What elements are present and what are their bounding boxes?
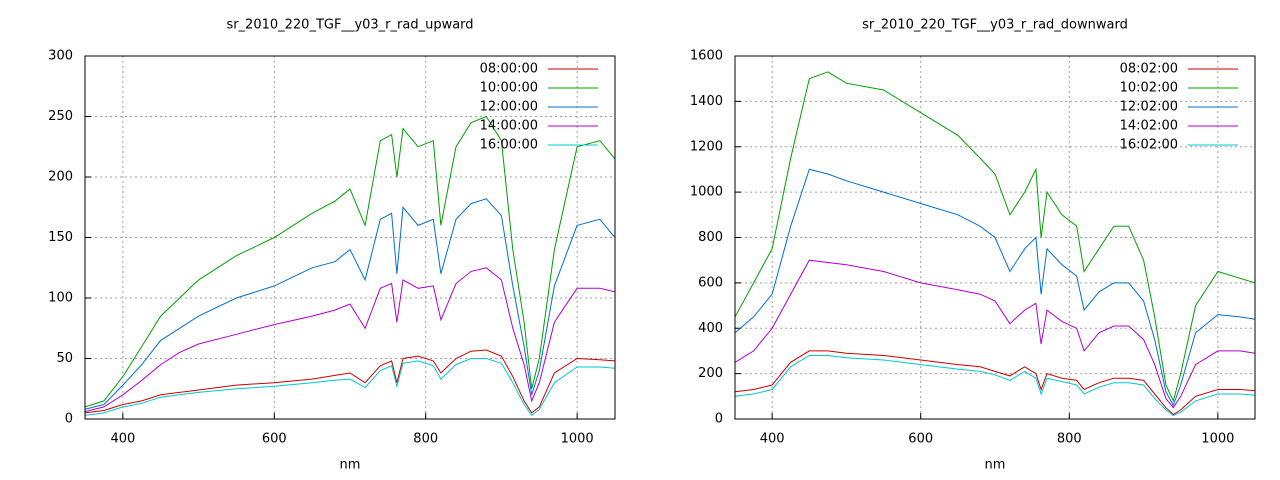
y-tick-label: 200: [48, 170, 73, 185]
x-tick-label: 1000: [561, 432, 594, 447]
y-tick-label: 150: [48, 230, 73, 245]
chart-title: sr_2010_220_TGF__y03_r_rad_upward: [226, 18, 473, 33]
x-tick-label: 1000: [1201, 432, 1234, 447]
x-tick-label: 800: [1057, 432, 1082, 447]
y-tick-label: 0: [65, 412, 73, 427]
x-tick-label: 600: [908, 432, 933, 447]
y-tick-label: 1000: [690, 185, 723, 200]
series-line: [85, 349, 615, 414]
series-line: [85, 198, 615, 410]
y-tick-label: 1200: [690, 139, 723, 154]
y-tick-label: 300: [48, 49, 73, 64]
y-tick-label: 50: [56, 351, 73, 366]
series-line: [735, 350, 1255, 416]
y-tick-label: 200: [698, 366, 723, 381]
legend-label: 10:02:00: [1120, 81, 1178, 96]
y-tick-label: 400: [698, 321, 723, 336]
legend-label: 16:00:00: [480, 138, 538, 153]
series-line: [735, 355, 1255, 417]
x-tick-label: 400: [110, 432, 135, 447]
y-tick-label: 800: [698, 230, 723, 245]
series-line: [85, 267, 615, 413]
y-tick-label: 1600: [690, 49, 723, 64]
plot-frame: [734, 55, 1256, 420]
plot-frame: [84, 55, 616, 420]
y-tick-label: 250: [48, 109, 73, 124]
legend-label: 12:02:00: [1120, 100, 1178, 115]
x-axis-label: nm: [340, 458, 361, 473]
series-line: [85, 358, 615, 417]
legend-label: 08:00:00: [480, 62, 538, 77]
series-line: [85, 115, 615, 408]
y-tick-label: 600: [698, 275, 723, 290]
legend-label: 14:02:00: [1120, 119, 1178, 134]
y-tick-label: 0: [715, 412, 723, 427]
series-line: [735, 71, 1255, 403]
x-axis-label: nm: [985, 458, 1006, 473]
y-tick-label: 100: [48, 291, 73, 306]
y-tick-label: 1400: [690, 94, 723, 109]
x-tick-label: 400: [760, 432, 785, 447]
legend-label: 14:00:00: [480, 119, 538, 134]
legend-label: 16:02:00: [1120, 138, 1178, 153]
x-tick-label: 800: [413, 432, 438, 447]
legend-label: 10:00:00: [480, 81, 538, 96]
series-line: [735, 168, 1255, 407]
chart-title: sr_2010_220_TGF__y03_r_rad_downward: [862, 18, 1128, 33]
legend-label: 12:00:00: [480, 100, 538, 115]
series-line: [735, 259, 1255, 409]
legend-label: 08:02:00: [1120, 62, 1178, 77]
x-tick-label: 600: [262, 432, 287, 447]
